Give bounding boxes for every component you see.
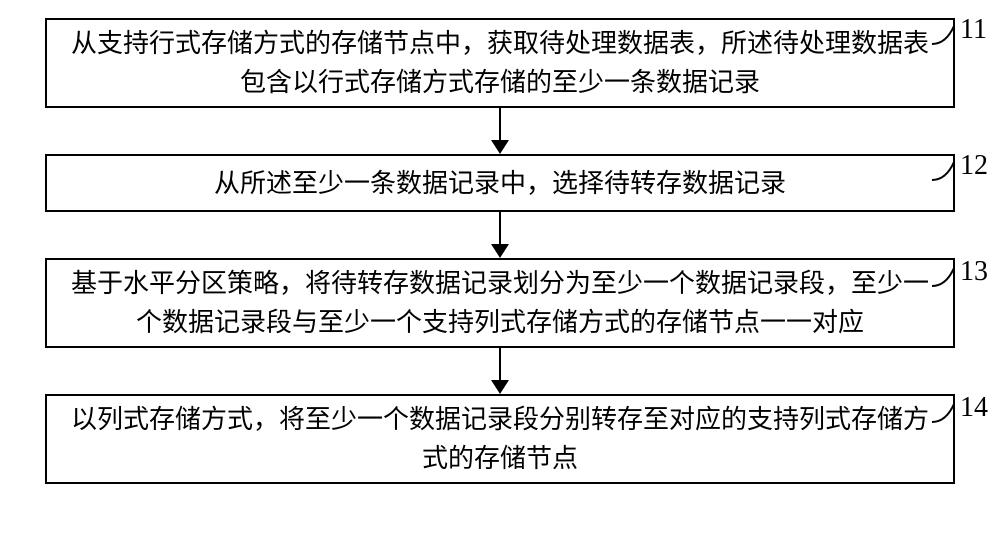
flow-box: 从支持行式存储方式的存储节点中，获取待处理数据表，所述待处理数据表包含以行式存储… [45, 18, 955, 108]
step-label: 11 [960, 14, 987, 46]
flow-arrow [485, 108, 515, 154]
flow-arrow [485, 212, 515, 258]
flow-box-text: 以列式存储方式，将至少一个数据记录段分别转存至对应的支持列式存储方式的存储节点 [61, 400, 939, 478]
step-label: 12 [960, 150, 988, 182]
flow-step-12: 从所述至少一条数据记录中，选择待转存数据记录 12 [0, 154, 1000, 212]
flow-arrow [485, 348, 515, 394]
flow-step-13: 基于水平分区策略，将待转存数据记录划分为至少一个数据记录段，至少一个数据记录段与… [0, 258, 1000, 348]
flow-box: 从所述至少一条数据记录中，选择待转存数据记录 [45, 154, 955, 212]
flowchart: 从支持行式存储方式的存储节点中，获取待处理数据表，所述待处理数据表包含以行式存储… [0, 0, 1000, 484]
step-tick [932, 22, 962, 52]
flow-box-text: 从支持行式存储方式的存储节点中，获取待处理数据表，所述待处理数据表包含以行式存储… [61, 24, 939, 102]
step-label: 14 [960, 392, 988, 424]
step-tick [932, 400, 962, 430]
flow-step-14: 以列式存储方式，将至少一个数据记录段分别转存至对应的支持列式存储方式的存储节点 … [0, 394, 1000, 484]
step-tick [932, 264, 962, 294]
flow-box: 以列式存储方式，将至少一个数据记录段分别转存至对应的支持列式存储方式的存储节点 [45, 394, 955, 484]
step-label: 13 [960, 256, 988, 288]
step-tick [932, 158, 962, 188]
flow-box: 基于水平分区策略，将待转存数据记录划分为至少一个数据记录段，至少一个数据记录段与… [45, 258, 955, 348]
flow-step-11: 从支持行式存储方式的存储节点中，获取待处理数据表，所述待处理数据表包含以行式存储… [0, 18, 1000, 108]
flow-box-text: 从所述至少一条数据记录中，选择待转存数据记录 [214, 164, 786, 203]
flow-box-text: 基于水平分区策略，将待转存数据记录划分为至少一个数据记录段，至少一个数据记录段与… [61, 264, 939, 342]
